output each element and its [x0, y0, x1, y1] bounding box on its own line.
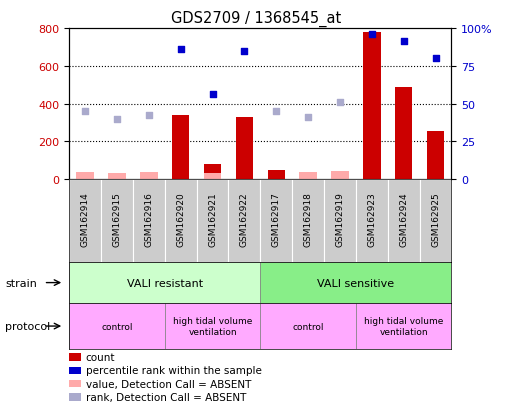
Bar	[331, 171, 349, 180]
Text: GSM162915: GSM162915	[112, 192, 122, 247]
Bar	[204, 174, 221, 180]
Point	[113, 116, 121, 123]
Text: GSM162924: GSM162924	[399, 192, 408, 247]
Text: GSM162921: GSM162921	[208, 192, 217, 247]
Bar	[300, 172, 317, 180]
Point	[400, 39, 408, 45]
Bar	[395, 87, 412, 180]
Text: VALI sensitive: VALI sensitive	[318, 278, 394, 288]
Text: GSM162923: GSM162923	[367, 192, 377, 247]
Point	[272, 109, 281, 115]
Bar	[76, 173, 94, 180]
Bar	[69, 180, 101, 262]
Bar	[267, 170, 285, 180]
Text: count: count	[86, 352, 115, 362]
Bar	[261, 304, 356, 349]
Text: high tidal volume
ventilation: high tidal volume ventilation	[173, 317, 252, 336]
Bar	[69, 262, 261, 304]
Text: GSM162917: GSM162917	[272, 192, 281, 247]
Point	[145, 112, 153, 119]
Bar	[427, 132, 444, 180]
Text: GSM162916: GSM162916	[144, 192, 153, 247]
Bar	[228, 180, 261, 262]
Bar	[356, 180, 388, 262]
Bar	[140, 173, 157, 180]
Bar	[235, 117, 253, 180]
Point	[431, 56, 440, 62]
Bar	[420, 180, 451, 262]
Bar	[133, 180, 165, 262]
Bar	[324, 180, 356, 262]
Bar	[292, 180, 324, 262]
Bar	[69, 304, 165, 349]
Text: GSM162925: GSM162925	[431, 192, 440, 247]
Point	[336, 99, 344, 106]
Text: VALI resistant: VALI resistant	[127, 278, 203, 288]
Bar	[388, 180, 420, 262]
Text: value, Detection Call = ABSENT: value, Detection Call = ABSENT	[86, 379, 251, 389]
Point	[81, 109, 89, 115]
Bar	[165, 304, 261, 349]
Text: control: control	[292, 322, 324, 331]
Bar	[196, 180, 228, 262]
Text: GSM162919: GSM162919	[336, 192, 344, 247]
Text: GSM162920: GSM162920	[176, 192, 185, 247]
Point	[240, 48, 248, 55]
Point	[304, 114, 312, 121]
Bar	[261, 180, 292, 262]
Text: strain: strain	[5, 278, 37, 288]
Bar	[172, 116, 189, 180]
Text: protocol: protocol	[5, 321, 50, 331]
Bar	[356, 304, 451, 349]
Text: GDS2709 / 1368545_at: GDS2709 / 1368545_at	[171, 10, 342, 26]
Bar	[108, 174, 126, 180]
Bar	[204, 165, 221, 180]
Text: GSM162914: GSM162914	[81, 192, 90, 247]
Point	[368, 31, 376, 38]
Bar	[261, 262, 451, 304]
Point	[208, 92, 216, 98]
Text: GSM162922: GSM162922	[240, 192, 249, 247]
Text: GSM162918: GSM162918	[304, 192, 312, 247]
Text: control: control	[101, 322, 133, 331]
Text: high tidal volume
ventilation: high tidal volume ventilation	[364, 317, 443, 336]
Bar	[165, 180, 196, 262]
Point	[176, 46, 185, 53]
Text: percentile rank within the sample: percentile rank within the sample	[86, 366, 262, 375]
Bar	[101, 180, 133, 262]
Bar	[363, 33, 381, 180]
Text: rank, Detection Call = ABSENT: rank, Detection Call = ABSENT	[86, 392, 246, 402]
